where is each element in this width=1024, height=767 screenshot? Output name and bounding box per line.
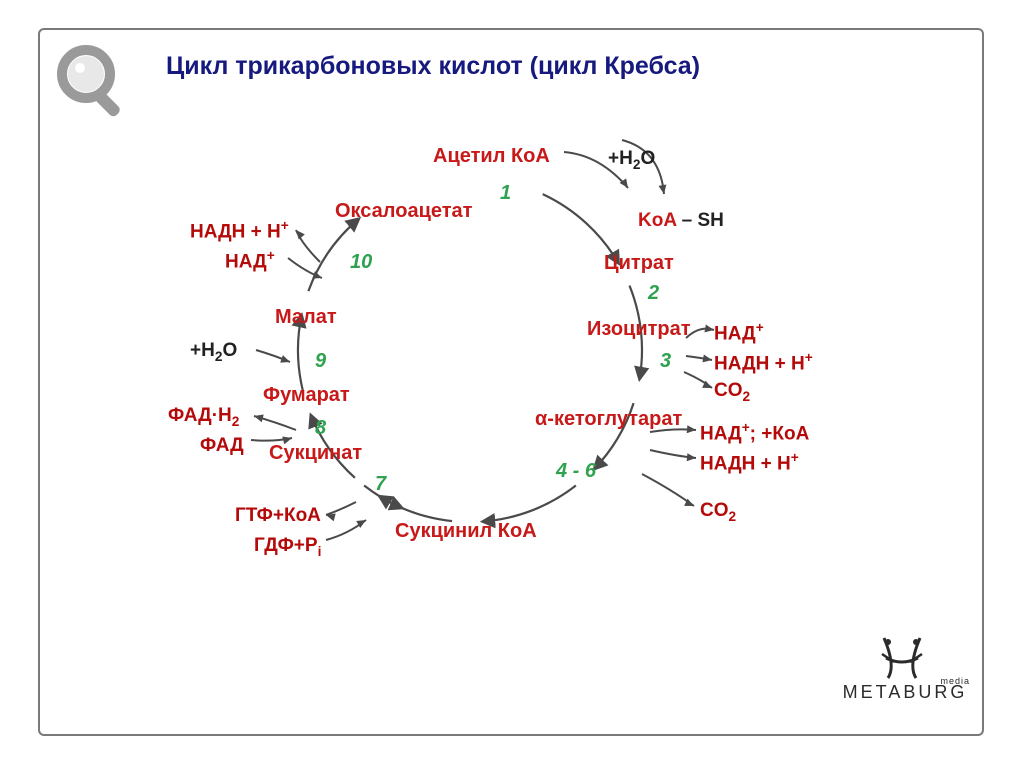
step-1: 1	[500, 182, 511, 205]
cofactor-6: НАДН + Н+	[700, 450, 799, 475]
arrowhead	[687, 453, 697, 462]
cofactor-7: CO2	[700, 500, 736, 524]
metabolite-fumarate: Фумарат	[263, 384, 350, 407]
step-4-6: 4 - 6	[556, 460, 596, 483]
metabolite-succinylcoa: Сукцинил КоА	[395, 520, 537, 543]
cofactor-3: НАДН + Н+	[714, 350, 813, 375]
step-3: 3	[660, 350, 671, 373]
metabolite-acetyl: Ацетил КоА	[433, 145, 550, 168]
step-9: 9	[315, 350, 326, 373]
cofactor-14: НАД+	[225, 248, 275, 273]
logo-subtext: media	[940, 676, 970, 686]
side-arrow	[326, 502, 356, 515]
metabolite-isocitrate: Изоцитрат	[587, 318, 691, 341]
arrowhead	[687, 425, 697, 434]
magnifier-icon	[62, 50, 122, 118]
metabolite-succinate: Сукцинат	[269, 442, 362, 465]
cofactor-13: НАДН + Н+	[190, 218, 289, 243]
cofactor-2: НАД+	[714, 320, 764, 345]
diagram-svg	[0, 0, 1024, 767]
cofactor-11: ФАД	[200, 435, 244, 457]
arrowhead	[280, 355, 291, 366]
cofactor-10: ФАД·Н2	[168, 405, 239, 429]
step-2: 2	[648, 282, 659, 305]
metabolite-oxaloacetate: Оксалоацетат	[335, 200, 472, 223]
arrowhead	[293, 227, 305, 239]
metaburg-logo-icon	[882, 638, 922, 678]
cofactor-5: НАД+; +КоА	[700, 420, 809, 445]
step-7: 7	[375, 473, 386, 496]
step-10: 10	[350, 251, 372, 274]
cofactor-8: ГТФ+КоА	[235, 505, 321, 527]
cycle-arc	[379, 496, 452, 521]
metabolite-citrate: Цитрат	[604, 252, 674, 275]
side-arrow	[642, 474, 694, 506]
diagram-title: Цикл трикарбоновых кислот (цикл Кребса)	[166, 52, 700, 81]
cofactor-1: KoA – SH	[638, 210, 724, 232]
cofactor-9: ГДФ+Pi	[254, 535, 321, 559]
cycle-arc	[482, 486, 576, 522]
cofactor-0: +H2O	[608, 148, 655, 172]
metaburg-logo: METABURG media	[840, 682, 970, 703]
cofactor-4: CO2	[714, 380, 750, 404]
metabolite-malate: Малат	[275, 306, 337, 329]
metabolite-akg: α‑кетоглутарат	[535, 408, 682, 431]
step-8: 8	[315, 417, 326, 440]
cofactor-12: +H2O	[190, 340, 237, 364]
